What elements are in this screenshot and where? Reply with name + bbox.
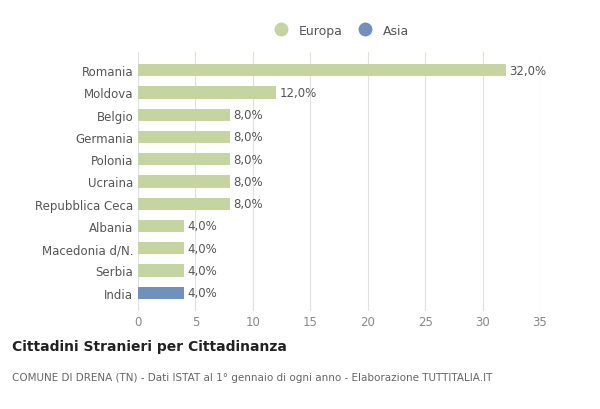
- Text: 4,0%: 4,0%: [187, 220, 217, 233]
- Bar: [138, 287, 184, 299]
- Bar: [138, 87, 276, 99]
- Text: 4,0%: 4,0%: [187, 242, 217, 255]
- Legend: Europa, Asia: Europa, Asia: [265, 21, 413, 41]
- Bar: [138, 154, 230, 166]
- Text: 4,0%: 4,0%: [187, 287, 217, 299]
- Text: 8,0%: 8,0%: [233, 131, 263, 144]
- Bar: [138, 198, 230, 210]
- Text: 12,0%: 12,0%: [279, 87, 317, 100]
- Bar: [138, 265, 184, 277]
- Bar: [138, 243, 184, 255]
- Text: Cittadini Stranieri per Cittadinanza: Cittadini Stranieri per Cittadinanza: [12, 339, 287, 353]
- Text: 8,0%: 8,0%: [233, 109, 263, 122]
- Bar: [138, 176, 230, 188]
- Bar: [138, 220, 184, 233]
- Bar: [138, 65, 506, 77]
- Text: 8,0%: 8,0%: [233, 175, 263, 189]
- Text: 8,0%: 8,0%: [233, 153, 263, 166]
- Text: 8,0%: 8,0%: [233, 198, 263, 211]
- Text: 4,0%: 4,0%: [187, 264, 217, 277]
- Bar: [138, 131, 230, 144]
- Text: COMUNE DI DRENA (TN) - Dati ISTAT al 1° gennaio di ogni anno - Elaborazione TUTT: COMUNE DI DRENA (TN) - Dati ISTAT al 1° …: [12, 372, 493, 382]
- Text: 32,0%: 32,0%: [509, 65, 546, 77]
- Bar: [138, 109, 230, 121]
